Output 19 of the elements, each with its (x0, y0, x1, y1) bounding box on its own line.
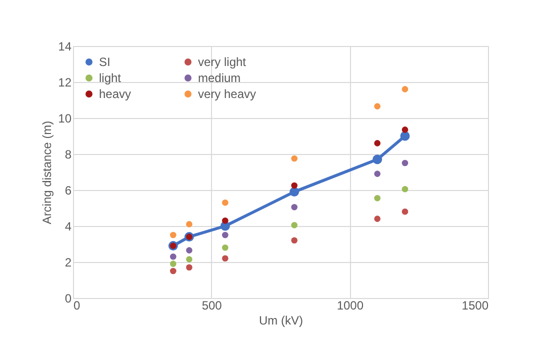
x-tick-label: 1000 (336, 298, 364, 312)
legend-label: light (99, 71, 122, 85)
y-tick-label: 2 (64, 256, 72, 270)
legend-label: heavy (99, 87, 132, 101)
legend-label: very light (198, 55, 247, 69)
x-tick-label: 500 (202, 298, 222, 312)
y-tick-label: 8 (64, 148, 72, 162)
legend-label: SI (99, 55, 110, 69)
legend-label: very heavy (198, 87, 256, 101)
x-axis-title: Um (kV) (259, 314, 303, 328)
x-tick-label: 0 (74, 298, 80, 312)
y-tick-label: 14 (58, 40, 72, 54)
y-tick-label: 4 (64, 220, 72, 234)
y-tick-label: 12 (58, 76, 72, 90)
legend-label: medium (198, 71, 241, 85)
y-tick-label: 6 (64, 184, 72, 198)
x-tick-label: 1500 (462, 298, 489, 312)
y-axis-title: Arcing distance (m) (40, 120, 54, 224)
y-tick-label: 10 (58, 112, 72, 126)
